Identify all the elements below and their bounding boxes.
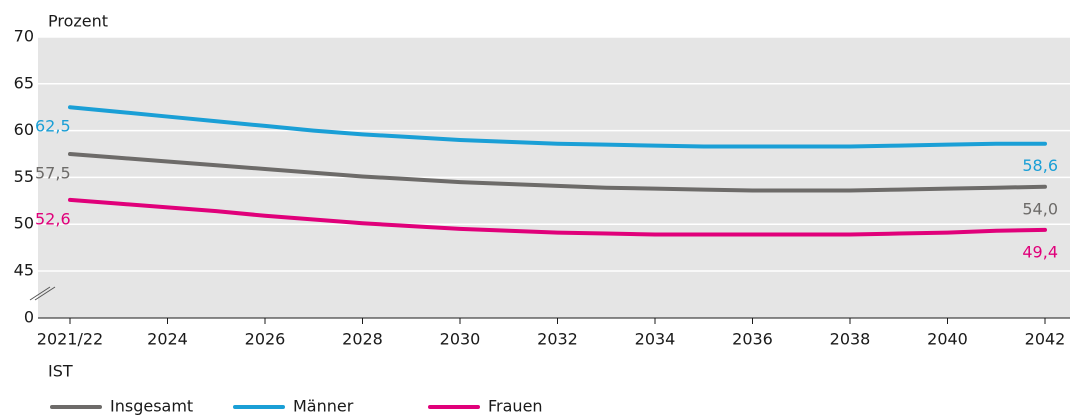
y-axis-label: Prozent [48,12,108,31]
y-tick-label: 50 [14,214,34,233]
data-label: 54,0 [1022,199,1058,218]
x-tick-label: 2030 [440,330,481,349]
x-tick-label: 2028 [342,330,383,349]
y-tick-label: 55 [14,167,34,186]
y-tick-label: 70 [14,27,34,46]
y-tick-label: 65 [14,73,34,92]
series-line [68,197,1047,237]
annotation: IST [48,362,73,381]
data-label: 49,4 [1022,242,1058,261]
x-tick-label: 2021/22 [37,330,103,349]
series-line [68,105,1047,149]
axis-break [34,286,56,301]
data-label: 58,6 [1022,156,1058,175]
y-tick-label: 0 [24,308,34,327]
y-tick-label: 60 [14,120,34,139]
x-tick-label: 2026 [245,330,286,349]
legend-label: Frauen [488,397,543,416]
x-tick-label: 2034 [635,330,676,349]
legend-label: Männer [293,397,354,416]
x-tick-label: 2024 [147,330,188,349]
x-tick-label: 2042 [1025,330,1066,349]
data-label: 57,5 [35,164,71,183]
y-tick-label: 45 [14,261,34,280]
legend-label: Insgesamt [110,397,193,416]
axis-break [29,286,51,301]
x-tick-label: 2032 [537,330,578,349]
x-tick-label: 2040 [927,330,968,349]
x-tick-label: 2036 [732,330,773,349]
series-line [68,152,1047,193]
data-label: 52,6 [35,209,71,228]
x-tick-label: 2038 [830,330,871,349]
data-label: 62,5 [35,117,71,136]
